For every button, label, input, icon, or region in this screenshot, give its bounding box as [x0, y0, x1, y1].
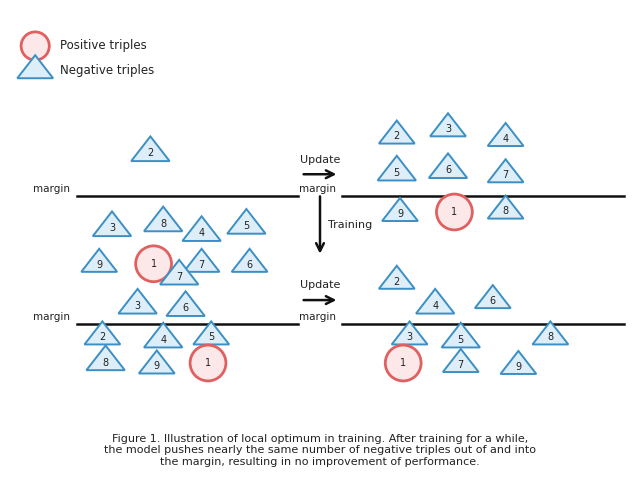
- Polygon shape: [392, 321, 428, 345]
- Text: 4: 4: [502, 134, 509, 144]
- Text: 3: 3: [109, 224, 115, 233]
- Polygon shape: [429, 153, 467, 178]
- Polygon shape: [182, 216, 221, 241]
- Polygon shape: [488, 159, 524, 182]
- Text: 6: 6: [182, 303, 189, 313]
- Text: 4: 4: [432, 301, 438, 311]
- Polygon shape: [81, 249, 117, 272]
- Text: 7: 7: [458, 360, 464, 370]
- Polygon shape: [500, 351, 536, 374]
- Polygon shape: [382, 198, 418, 221]
- Text: Negative triples: Negative triples: [60, 64, 154, 76]
- Ellipse shape: [436, 194, 472, 230]
- Polygon shape: [139, 350, 175, 374]
- Text: 2: 2: [394, 277, 400, 287]
- Text: Update: Update: [300, 280, 340, 290]
- Text: 9: 9: [154, 362, 160, 371]
- Text: 6: 6: [445, 166, 451, 175]
- Ellipse shape: [385, 345, 421, 381]
- Text: 3: 3: [406, 333, 413, 342]
- Ellipse shape: [136, 246, 172, 282]
- Text: 1: 1: [205, 358, 211, 368]
- Polygon shape: [144, 323, 182, 348]
- Text: 5: 5: [394, 168, 400, 178]
- Text: 1: 1: [451, 207, 458, 217]
- Text: 4: 4: [160, 335, 166, 345]
- Polygon shape: [443, 349, 479, 372]
- Ellipse shape: [21, 32, 49, 60]
- Text: 3: 3: [134, 301, 141, 311]
- Text: Training: Training: [328, 220, 372, 230]
- Polygon shape: [232, 249, 268, 272]
- Polygon shape: [532, 321, 568, 345]
- Polygon shape: [84, 321, 120, 345]
- Text: 1: 1: [150, 259, 157, 269]
- Text: margin: margin: [299, 312, 336, 322]
- Polygon shape: [442, 323, 480, 348]
- Polygon shape: [378, 156, 416, 181]
- Text: Figure 1. Illustration of local optimum in training. After training for a while,: Figure 1. Illustration of local optimum …: [104, 434, 536, 467]
- Text: margin: margin: [33, 312, 70, 322]
- Text: 9: 9: [515, 362, 522, 372]
- Text: 8: 8: [502, 207, 509, 216]
- Polygon shape: [430, 113, 466, 136]
- Text: Positive triples: Positive triples: [60, 40, 147, 52]
- Polygon shape: [416, 289, 454, 314]
- Ellipse shape: [190, 345, 226, 381]
- Text: 8: 8: [547, 333, 554, 342]
- Text: margin: margin: [299, 184, 336, 194]
- Polygon shape: [166, 291, 205, 316]
- Text: 6: 6: [490, 296, 496, 306]
- Text: 8: 8: [102, 358, 109, 367]
- Polygon shape: [118, 289, 157, 314]
- Text: 6: 6: [246, 260, 253, 270]
- Text: 7: 7: [502, 170, 509, 180]
- Text: 4: 4: [198, 228, 205, 238]
- Polygon shape: [93, 212, 131, 236]
- Text: Update: Update: [300, 154, 340, 165]
- Polygon shape: [193, 321, 229, 345]
- Text: 5: 5: [208, 333, 214, 342]
- Polygon shape: [131, 136, 170, 161]
- Text: 9: 9: [96, 260, 102, 270]
- Text: 9: 9: [397, 209, 403, 219]
- Polygon shape: [160, 260, 198, 285]
- Polygon shape: [488, 196, 524, 219]
- Polygon shape: [379, 266, 415, 289]
- Text: 5: 5: [243, 221, 250, 231]
- Text: 2: 2: [147, 149, 154, 158]
- Text: 5: 5: [458, 335, 464, 345]
- Text: 8: 8: [160, 219, 166, 228]
- Text: 7: 7: [198, 260, 205, 270]
- Polygon shape: [17, 55, 53, 78]
- Text: 7: 7: [176, 272, 182, 282]
- Text: 3: 3: [445, 124, 451, 134]
- Polygon shape: [144, 207, 182, 231]
- Polygon shape: [86, 346, 125, 370]
- Text: 2: 2: [99, 333, 106, 342]
- Polygon shape: [475, 285, 511, 308]
- Polygon shape: [184, 249, 220, 272]
- Polygon shape: [488, 123, 524, 146]
- Polygon shape: [227, 209, 266, 234]
- Polygon shape: [379, 121, 415, 144]
- Text: 2: 2: [394, 132, 400, 141]
- Text: margin: margin: [33, 184, 70, 194]
- Text: 1: 1: [400, 358, 406, 368]
